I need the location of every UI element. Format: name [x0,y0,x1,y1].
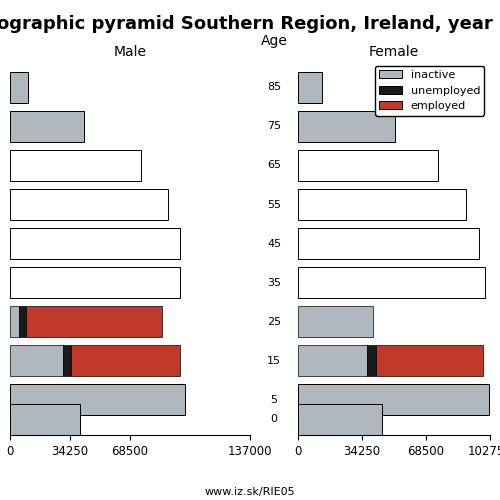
Bar [298,306,372,338]
Text: 45: 45 [267,238,281,248]
Bar [10,150,141,181]
Text: 85: 85 [267,82,281,92]
Bar [298,384,488,416]
Text: Age: Age [260,34,287,48]
Bar [298,111,395,142]
Text: 15: 15 [267,356,281,366]
Bar [26,306,162,338]
Bar [298,189,466,220]
Text: 0: 0 [270,414,278,424]
Bar [62,345,72,376]
Text: www.iz.sk/RIE05: www.iz.sk/RIE05 [204,487,296,497]
Text: 65: 65 [267,160,281,170]
Bar [376,345,483,376]
Bar [10,384,185,416]
Bar [10,345,62,376]
Bar [10,228,180,259]
Bar [10,404,80,435]
Text: 75: 75 [267,122,281,132]
Bar [10,267,180,298]
Legend: inactive, unemployed, employed: inactive, unemployed, employed [375,66,484,116]
Title: Male: Male [114,45,146,59]
Title: Female: Female [369,45,419,59]
Bar [10,306,19,338]
Bar [298,150,438,181]
Bar [72,345,180,376]
Text: 55: 55 [267,200,281,209]
Bar [298,228,480,259]
Bar [298,345,367,376]
Text: 5: 5 [270,395,278,405]
Text: 25: 25 [267,316,281,326]
Bar [298,72,322,103]
Bar [298,267,485,298]
Text: Demographic pyramid Southern Region, Ireland, year 2022: Demographic pyramid Southern Region, Ire… [0,15,500,33]
Bar [298,404,382,435]
Bar [10,72,28,103]
Bar [19,306,26,338]
Bar [10,189,168,220]
Text: 35: 35 [267,278,281,287]
Bar [10,111,84,142]
Bar [367,345,376,376]
